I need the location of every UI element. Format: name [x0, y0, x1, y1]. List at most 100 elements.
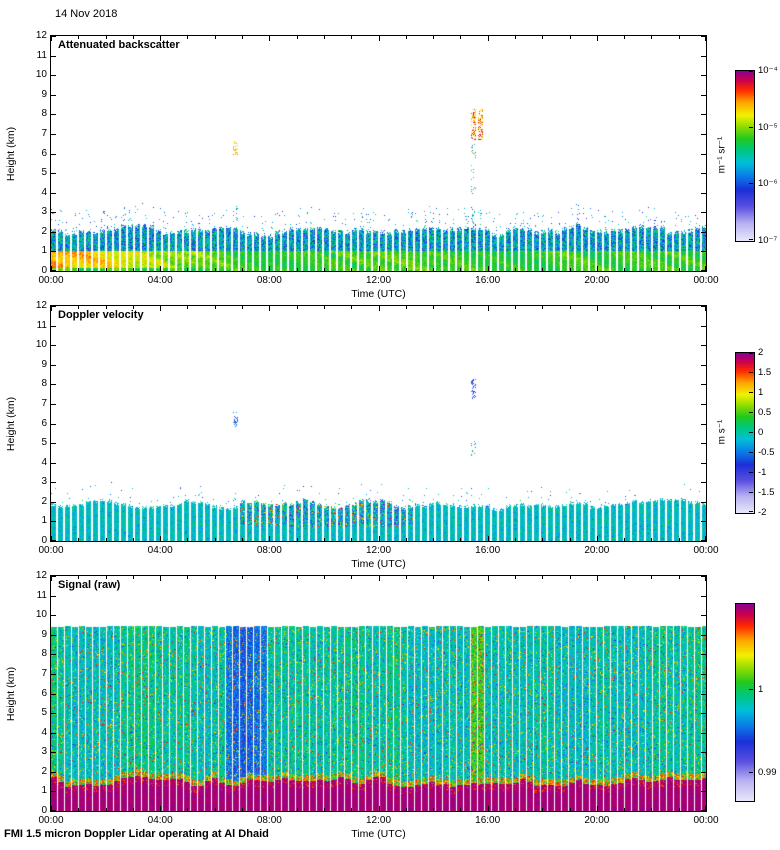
- y-tick-mark: [51, 502, 56, 503]
- panel-backscatter: Attenuated backscatter 00:00 04:00 08:00 12:…: [0, 30, 780, 305]
- x-tick-mark: [133, 576, 134, 579]
- y-tick-mark: [51, 791, 56, 792]
- y-axis-label: Height (km): [5, 126, 17, 181]
- colorbar-tick-mark: [749, 689, 753, 690]
- x-tick-mark: [106, 268, 107, 271]
- x-tick-mark: [705, 576, 706, 581]
- x-tick-mark: [433, 538, 434, 541]
- x-tick-mark: [187, 576, 188, 579]
- y-tick-mark: [51, 251, 56, 252]
- x-tick-mark: [297, 268, 298, 271]
- x-tick-label: 16:00: [475, 545, 501, 556]
- x-tick-mark: [297, 576, 298, 579]
- x-tick-label: 16:00: [475, 275, 501, 286]
- y-tick-mark: [51, 615, 56, 616]
- x-tick-mark: [215, 576, 216, 579]
- y-tick-label: 2: [41, 766, 47, 777]
- y-tick-mark: [701, 482, 706, 483]
- x-tick-mark: [406, 538, 407, 541]
- y-tick-mark: [51, 733, 56, 734]
- colorbar-tick-label: 0.5: [758, 407, 772, 418]
- y-tick-label: 2: [41, 496, 47, 507]
- x-tick-mark: [597, 576, 598, 581]
- y-tick-mark: [51, 404, 56, 405]
- x-tick-mark: [433, 36, 434, 39]
- x-tick-mark: [624, 576, 625, 579]
- x-tick-mark: [133, 268, 134, 271]
- x-tick-mark: [679, 538, 680, 541]
- x-tick-mark: [242, 808, 243, 811]
- x-tick-mark: [488, 36, 489, 41]
- x-tick-mark: [160, 266, 161, 271]
- colorbar-unit-label: m⁻¹ sr⁻¹: [716, 136, 728, 174]
- y-tick-label: 9: [41, 359, 47, 370]
- x-tick-label: 12:00: [365, 275, 392, 286]
- y-tick-label: 6: [41, 688, 47, 699]
- y-tick-mark: [701, 810, 706, 811]
- x-tick-label: 08:00: [256, 545, 282, 556]
- y-tick-label: 3: [41, 206, 47, 217]
- colorbar-tick-label: 1: [758, 387, 764, 398]
- x-tick-mark: [215, 538, 216, 541]
- colorbar-tick-mark: [749, 432, 753, 433]
- x-tick-mark: [488, 576, 489, 581]
- colorbar-tick-label: 0.99: [758, 767, 777, 778]
- y-tick-mark: [51, 365, 56, 366]
- y-tick-mark: [51, 654, 56, 655]
- colorbar-tick-mark: [749, 372, 753, 373]
- y-tick-mark: [51, 232, 56, 233]
- x-tick-mark: [351, 808, 352, 811]
- x-tick-mark: [160, 536, 161, 541]
- y-tick-mark: [701, 134, 706, 135]
- y-tick-label: 4: [41, 187, 47, 198]
- y-tick-label: 4: [41, 727, 47, 738]
- y-tick-mark: [701, 75, 706, 76]
- x-tick-mark: [705, 536, 706, 541]
- heatmap-velocity: [51, 306, 706, 541]
- x-tick-mark: [297, 808, 298, 811]
- y-tick-mark: [51, 134, 56, 135]
- y-tick-mark: [701, 212, 706, 213]
- y-tick-mark: [701, 752, 706, 753]
- plot-title: Signal (raw): [58, 579, 121, 591]
- y-tick-label: 7: [41, 128, 47, 139]
- x-tick-mark: [324, 576, 325, 579]
- y-tick-mark: [701, 772, 706, 773]
- y-tick-label: 12: [35, 570, 47, 581]
- x-tick-mark: [542, 576, 543, 579]
- x-tick-mark: [460, 576, 461, 579]
- x-tick-mark: [624, 268, 625, 271]
- x-tick-mark: [515, 538, 516, 541]
- x-tick-mark: [133, 538, 134, 541]
- x-tick-mark: [242, 538, 243, 541]
- y-tick-label: 6: [41, 148, 47, 159]
- x-tick-mark: [324, 36, 325, 39]
- x-tick-mark: [542, 36, 543, 39]
- x-tick-mark: [651, 576, 652, 579]
- x-tick-mark: [215, 36, 216, 39]
- x-tick-mark: [324, 808, 325, 811]
- x-tick-mark: [460, 36, 461, 39]
- x-tick-mark: [488, 806, 489, 811]
- x-tick-mark: [187, 538, 188, 541]
- y-tick-label: 4: [41, 457, 47, 468]
- colorbar-backscatter: 10⁻⁴ 10⁻⁵ 10⁻⁶ 10⁻⁷ m⁻¹ sr⁻¹: [717, 65, 778, 246]
- x-tick-label: 20:00: [584, 275, 610, 286]
- colorbar-tick-label: 1: [758, 684, 764, 695]
- x-tick-mark: [542, 808, 543, 811]
- plot-area-signal: Signal (raw) 00:00 04:00 08:00 12:00 16:00 20:…: [5, 570, 719, 840]
- y-tick-mark: [51, 694, 56, 695]
- x-tick-mark: [597, 806, 598, 811]
- x-tick-mark: [515, 268, 516, 271]
- x-tick-mark: [651, 808, 652, 811]
- x-tick-label: 04:00: [147, 275, 173, 286]
- x-tick-mark: [460, 268, 461, 271]
- x-tick-mark: [651, 306, 652, 309]
- x-tick-mark: [187, 268, 188, 271]
- x-tick-label: 08:00: [256, 815, 282, 826]
- x-tick-mark: [242, 36, 243, 39]
- x-tick-mark: [51, 806, 52, 811]
- x-tick-mark: [133, 306, 134, 309]
- x-tick-mark: [570, 538, 571, 541]
- x-tick-mark: [242, 306, 243, 309]
